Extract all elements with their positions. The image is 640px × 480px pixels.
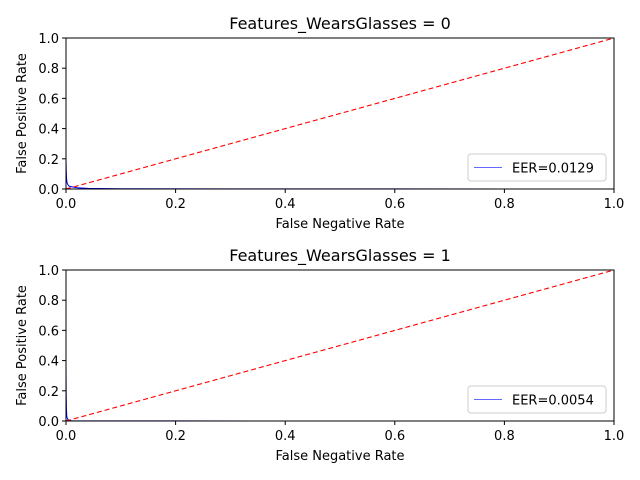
x-tick-label-1-0: 0.0: [56, 429, 77, 444]
y-tick-label-1-5: 1.0: [38, 264, 59, 279]
y-tick-label-1-2: 0.4: [38, 355, 59, 370]
x-axis-label-0: False Negative Rate: [275, 217, 404, 232]
x-tick-label-1-3: 0.6: [384, 429, 405, 444]
chart-title-0: Features_WearsGlasses = 0: [229, 14, 451, 34]
x-tick-label-0-5: 1.0: [604, 197, 625, 212]
x-axis-label-1: False Negative Rate: [275, 449, 404, 464]
diagonal-reference-line-1: [66, 270, 614, 421]
x-tick-label-0-2: 0.4: [275, 197, 296, 212]
y-tick-label-0-2: 0.4: [38, 123, 59, 138]
y-tick-label-1-0: 0.0: [38, 415, 59, 430]
x-tick-label-1-4: 0.8: [494, 429, 515, 444]
legend-box-1: [467, 385, 607, 414]
diagonal-reference-line-0: [66, 38, 614, 189]
legend-label-0: EER=0.0129: [512, 162, 594, 177]
y-tick-label-1-3: 0.6: [38, 324, 59, 339]
plot-frame-0: [65, 37, 615, 190]
x-tick-label-0-3: 0.6: [384, 197, 405, 212]
y-tick-label-0-0: 0.0: [38, 183, 59, 198]
x-tick-label-1-5: 1.0: [604, 429, 625, 444]
y-axis-label-1: False Positive Rate: [15, 285, 30, 406]
legend-box-0: [467, 153, 607, 182]
y-tick-label-1-4: 0.8: [38, 294, 59, 309]
legend-label-1: EER=0.0054: [512, 394, 594, 409]
chart-title-1: Features_WearsGlasses = 1: [229, 246, 451, 266]
x-tick-label-0-4: 0.8: [494, 197, 515, 212]
x-tick-label-1-1: 0.2: [165, 429, 186, 444]
x-tick-label-0-1: 0.2: [165, 197, 186, 212]
y-tick-label-0-4: 0.8: [38, 62, 59, 77]
plot-frame-1: [65, 269, 615, 422]
y-tick-label-1-1: 0.2: [38, 385, 59, 400]
y-tick-label-0-3: 0.6: [38, 92, 59, 107]
y-tick-label-0-5: 1.0: [38, 32, 59, 47]
subplot-1: 0.0 0.2 0.4 0.6 0.8 1.0 0.0 0.2 0.4 0.6 0.8 1.0 Feat…: [15, 246, 624, 464]
y-tick-label-0-1: 0.2: [38, 153, 59, 168]
x-tick-label-1-2: 0.4: [275, 429, 296, 444]
y-axis-label-0: False Positive Rate: [15, 53, 30, 174]
x-tick-label-0-0: 0.0: [56, 197, 77, 212]
subplot-0: 0.0 0.2 0.4 0.6 0.8 1.0 0.0 0.2 0.4 0.6 0.8 1.0 Feat…: [15, 14, 624, 232]
